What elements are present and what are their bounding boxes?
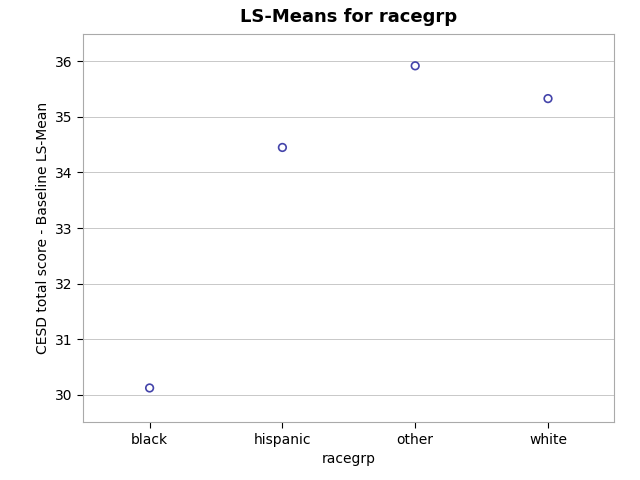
X-axis label: racegrp: racegrp [322, 452, 376, 467]
Point [277, 144, 287, 151]
Point [145, 384, 155, 392]
Title: LS-Means for racegrp: LS-Means for racegrp [240, 9, 458, 26]
Y-axis label: CESD total score - Baseline LS-Mean: CESD total score - Baseline LS-Mean [36, 102, 50, 354]
Point [410, 62, 420, 70]
Point [543, 95, 553, 102]
